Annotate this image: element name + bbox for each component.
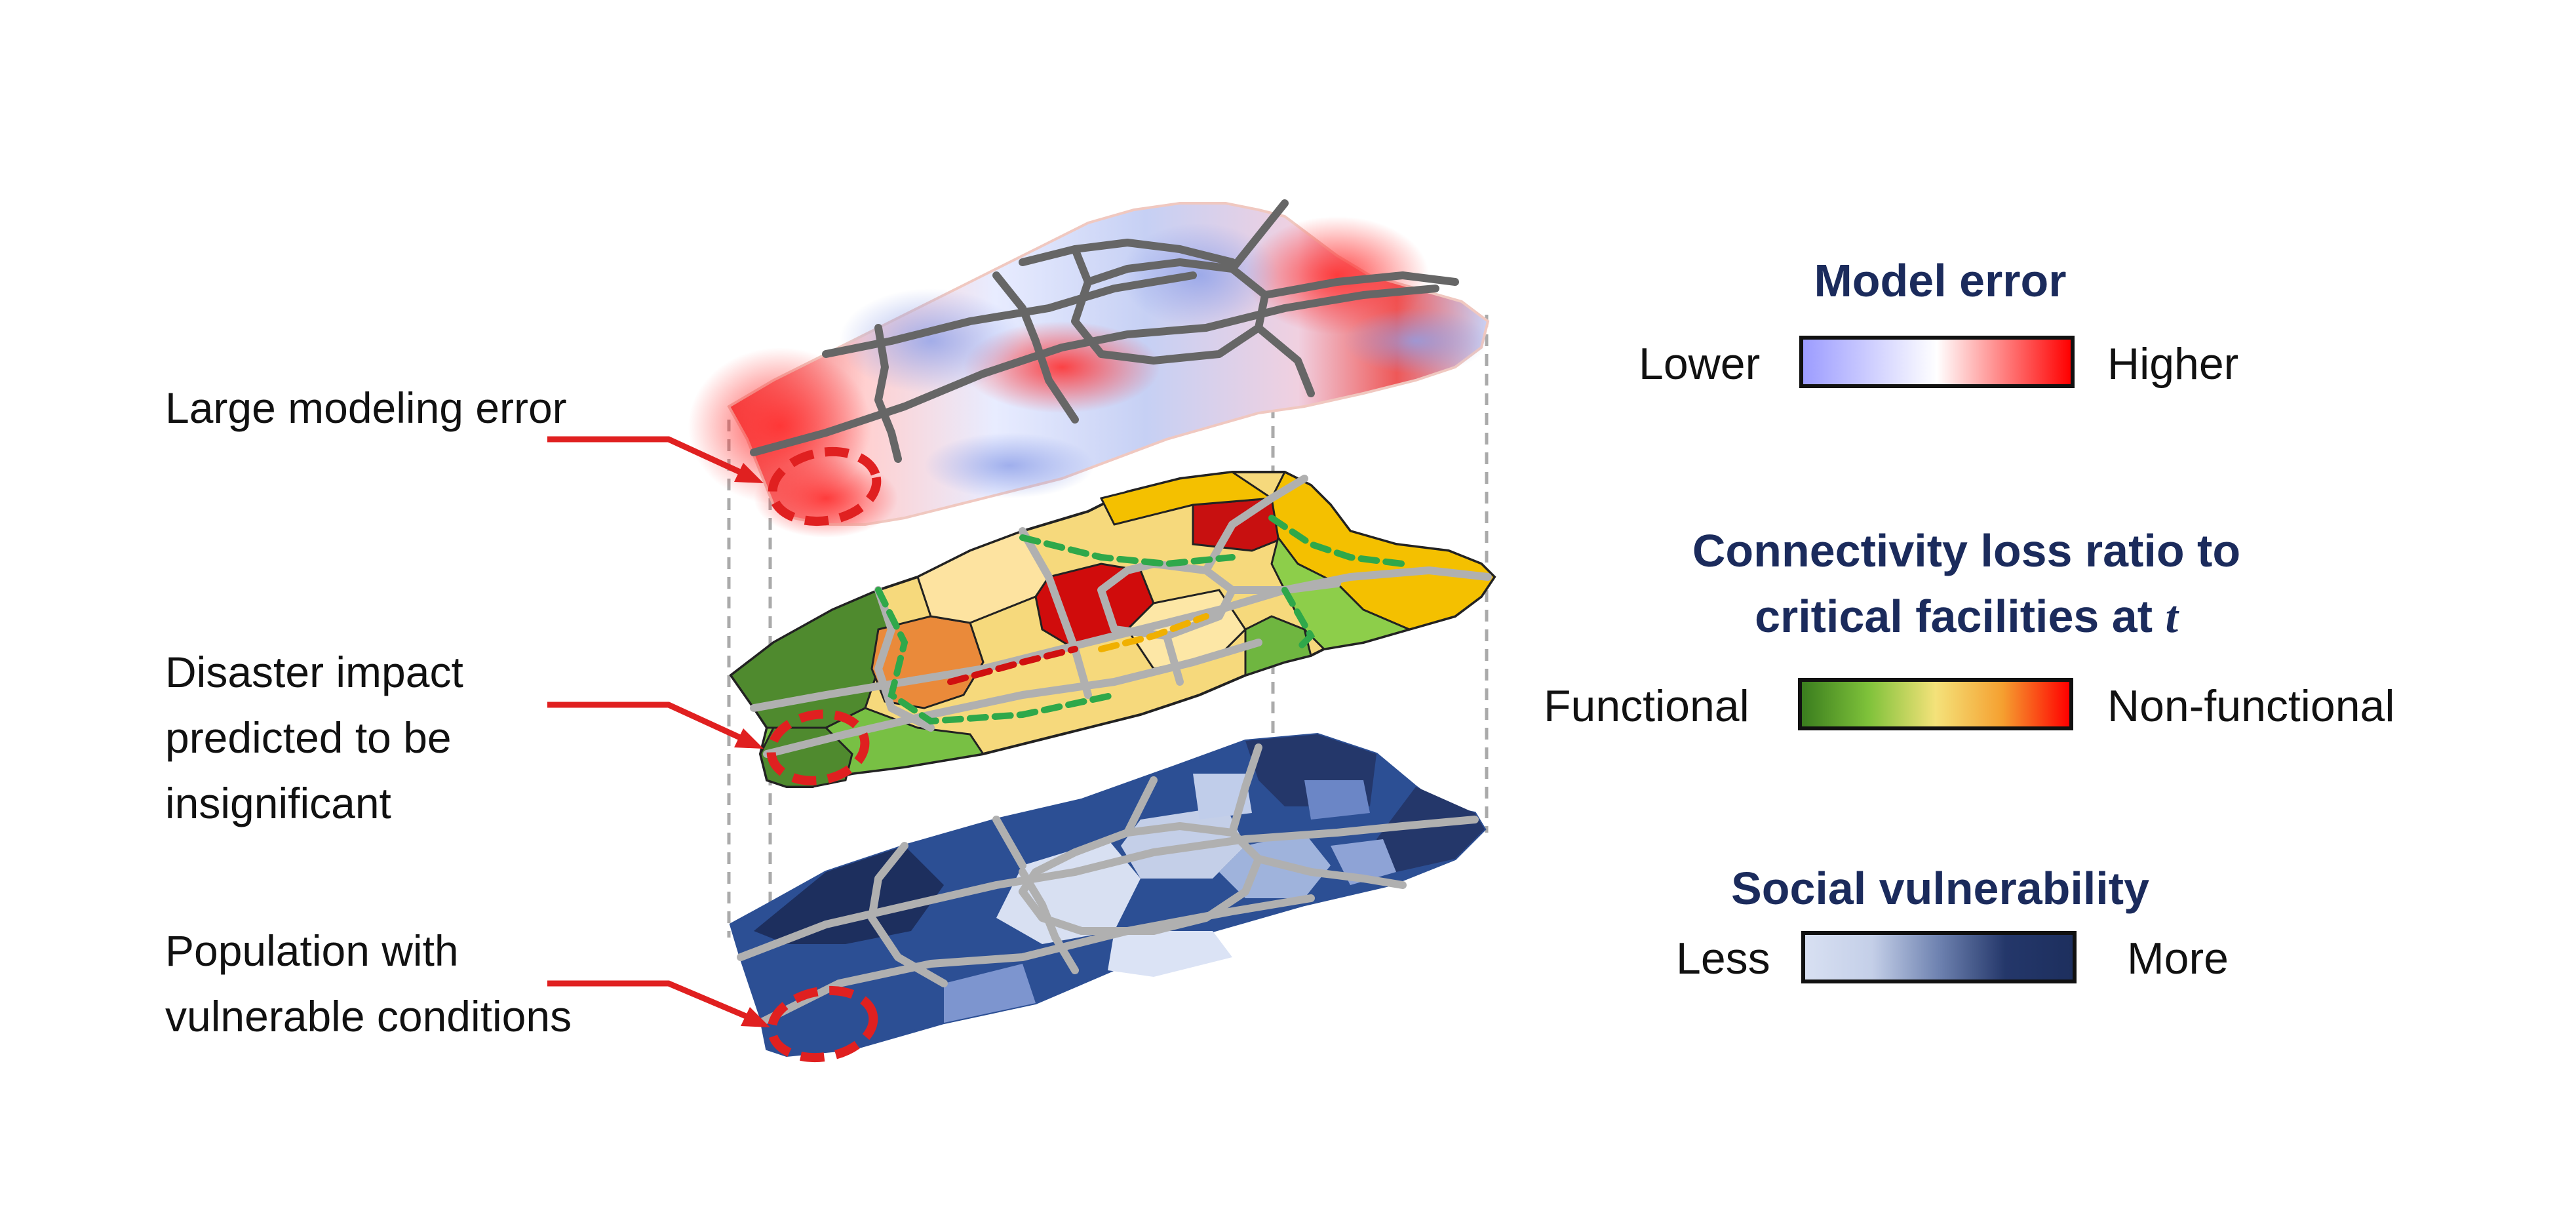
model-error-layer <box>688 199 1490 538</box>
me-blob-blue-4 <box>924 433 1095 498</box>
highlight-ellipses <box>766 446 882 1063</box>
cl-zone-lightyellow <box>916 530 1050 624</box>
arrowhead-bottom <box>741 1007 770 1027</box>
callout-arrow-bottom <box>547 980 755 1023</box>
callout-arrows <box>547 436 755 1023</box>
sv-zone-dark-1 <box>754 846 944 944</box>
legend-low-model-error: Lower <box>1639 339 1761 389</box>
legend-title-time-variable: t <box>2165 592 2178 643</box>
legend-low-social-vulnerability: Less <box>1676 934 1770 983</box>
highlight-ellipse-top <box>768 446 882 526</box>
sv-road-network <box>737 743 1479 1027</box>
callout-disaster-impact: Disaster impact predicted to be insignif… <box>165 648 463 827</box>
cl-zone-amber-2 <box>1099 471 1275 526</box>
callout-arrowheads <box>734 463 770 1027</box>
legend-title-connectivity: Connectivity loss ratio to critical faci… <box>1573 518 2360 650</box>
legend-title-connectivity-text: Connectivity loss ratio to critical faci… <box>1692 525 2241 642</box>
callout-modeling-error: Large modeling error <box>165 384 567 432</box>
highlight-ellipse-middle <box>766 709 870 785</box>
me-blob-blue-1 <box>839 288 1023 393</box>
callout-vulnerable-population: Population with vulnerable conditions <box>165 926 572 1040</box>
arrowhead-top <box>734 463 764 483</box>
legend-title-social-vulnerability: Social vulnerability <box>1731 863 2149 914</box>
legend-title-model-error: Model error <box>1814 255 2067 306</box>
sv-zone-light-2 <box>1121 806 1245 879</box>
arrowhead-middle <box>734 728 764 749</box>
me-road-network <box>750 199 1459 463</box>
sv-zone-mid-5 <box>1304 780 1370 820</box>
cl-dashed-boundaries <box>875 515 1406 725</box>
legend-high-connectivity: Non-functional <box>2107 681 2395 731</box>
cl-zone-green-mid <box>1244 615 1312 677</box>
me-blob-blue-3 <box>1344 308 1488 374</box>
callout-arrow-top <box>547 436 749 479</box>
social-vulnerability-layer <box>729 732 1487 1058</box>
sv-zone-dark-3 <box>1376 787 1485 872</box>
sv-zone-mid-2 <box>944 964 1036 1023</box>
legend-low-connectivity: Functional <box>1544 681 1749 731</box>
callout-arrow-middle <box>547 702 749 744</box>
legend-bar-model-error <box>1799 336 2075 388</box>
legend-bar-social-vulnerability <box>1801 931 2077 983</box>
sv-zone-mid-1 <box>1108 931 1232 977</box>
legend-bar-connectivity <box>1798 678 2073 730</box>
highlight-ellipse-bottom <box>767 985 878 1063</box>
connectivity-layer <box>729 470 1496 788</box>
legend-high-social-vulnerability: More <box>2127 934 2229 983</box>
legend-high-model-error: Higher <box>2107 339 2239 389</box>
